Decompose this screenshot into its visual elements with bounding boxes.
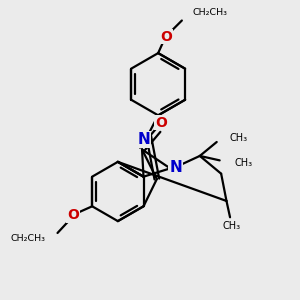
Text: N: N [169, 160, 182, 175]
Text: CH₂CH₃: CH₂CH₃ [192, 8, 227, 17]
Text: CH₂CH₃: CH₂CH₃ [10, 234, 45, 243]
Text: CH₃: CH₃ [223, 220, 241, 231]
Text: O: O [155, 116, 167, 130]
Text: O: O [67, 208, 79, 222]
Text: CH₃: CH₃ [235, 158, 253, 168]
Text: O: O [160, 30, 172, 44]
Text: N: N [138, 132, 150, 147]
Text: CH₃: CH₃ [230, 133, 247, 142]
